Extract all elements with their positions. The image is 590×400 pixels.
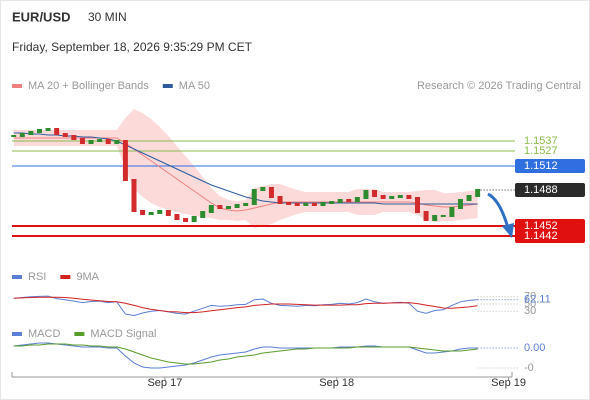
candle	[62, 133, 68, 137]
symbol: EUR/USD	[12, 9, 71, 24]
candle	[380, 195, 386, 199]
forecast-arrowhead	[502, 223, 514, 238]
candle	[449, 207, 455, 217]
candle	[268, 187, 274, 198]
legend-swatch	[162, 84, 173, 88]
candle	[354, 197, 360, 202]
last-value-label: 62.11	[524, 294, 551, 306]
candle	[45, 128, 51, 131]
legend-label: MA 50	[179, 80, 210, 92]
legend-swatch	[74, 332, 85, 336]
indicator-line	[13, 296, 478, 314]
candle	[200, 211, 206, 218]
candle	[234, 204, 240, 208]
level-label: 1.1537	[524, 135, 558, 147]
legend-label: MACD Signal	[90, 328, 156, 340]
candle	[97, 139, 103, 142]
level-label: 1.1442	[524, 230, 558, 242]
legend-swatch	[12, 84, 22, 88]
candle	[225, 206, 231, 209]
candle	[243, 203, 249, 206]
candle	[140, 210, 146, 215]
level-label: 1.1512	[524, 160, 558, 172]
indicator-line	[13, 132, 478, 205]
candle	[303, 203, 309, 206]
candle	[329, 201, 335, 204]
legend-label: MACD	[28, 328, 60, 340]
candle	[414, 197, 420, 213]
candle	[475, 189, 481, 197]
x-tick-label: Sep 18	[319, 377, 354, 389]
candle	[148, 212, 154, 215]
candle	[79, 138, 85, 144]
plot-area: MA 20 + Bollinger Bands MA 50 1.15371.1527…	[11, 80, 585, 389]
candle	[277, 196, 283, 204]
candle	[337, 199, 343, 203]
candle	[423, 211, 429, 221]
candle	[28, 131, 34, 135]
candle	[165, 210, 171, 216]
level-label: 1.1488	[524, 184, 558, 196]
candle	[286, 202, 292, 205]
x-tick-label: Sep 17	[147, 377, 182, 389]
x-tick-label: Sep 19	[491, 377, 526, 389]
legend-label: RSI	[28, 271, 46, 283]
candle	[174, 214, 180, 220]
candle	[372, 190, 378, 197]
candle	[208, 205, 214, 213]
level-label: 1.1452	[524, 220, 558, 232]
candle	[260, 187, 266, 191]
indicator-line	[13, 137, 478, 212]
y-tick-label: 70	[524, 291, 536, 303]
candle	[88, 140, 94, 144]
timestamp: Friday, September 18, 2026 9:35:29 PM CE…	[12, 40, 253, 54]
last-value-label: 0.00	[524, 342, 545, 354]
forecast-arrow	[487, 192, 510, 229]
level-label-box	[515, 183, 585, 197]
candle	[320, 202, 326, 206]
candle	[432, 215, 438, 221]
candle	[19, 133, 25, 137]
legend-swatch	[12, 275, 22, 279]
candle	[457, 199, 463, 209]
candle	[217, 205, 223, 209]
level-label-box	[515, 159, 585, 173]
bollinger-band	[13, 109, 478, 228]
candle	[363, 190, 369, 199]
candle	[11, 135, 17, 137]
candle	[114, 140, 120, 144]
candle	[36, 129, 42, 133]
candle	[191, 216, 197, 222]
candle	[346, 199, 352, 202]
candle	[389, 196, 395, 199]
candle	[105, 139, 111, 144]
candle	[122, 140, 128, 181]
candle	[311, 203, 317, 206]
legend-swatch	[60, 275, 71, 279]
candle	[440, 215, 446, 217]
timeframe: 30 MIN	[88, 10, 127, 24]
candle	[54, 128, 60, 135]
candle	[294, 203, 300, 206]
level-label: 1.1527	[524, 145, 558, 157]
legend-swatch	[12, 332, 22, 336]
indicator-line	[13, 343, 478, 365]
level-label-box	[515, 229, 585, 243]
candle	[397, 195, 403, 198]
y-tick-label: 30	[524, 305, 536, 317]
indicator-line	[13, 295, 478, 317]
y-tick-label: 50	[524, 298, 536, 310]
candle	[131, 179, 137, 212]
candle	[183, 218, 189, 222]
candle	[157, 210, 163, 214]
candle	[406, 195, 412, 199]
copyright: Research © 2026 Trading Central	[417, 80, 581, 92]
legend-label: 9MA	[76, 271, 99, 283]
y-tick-label: -0	[524, 362, 534, 374]
candle	[251, 189, 257, 205]
legend-label: MA 20 + Bollinger Bands	[28, 80, 149, 92]
candle	[466, 195, 472, 201]
candle	[71, 135, 77, 140]
